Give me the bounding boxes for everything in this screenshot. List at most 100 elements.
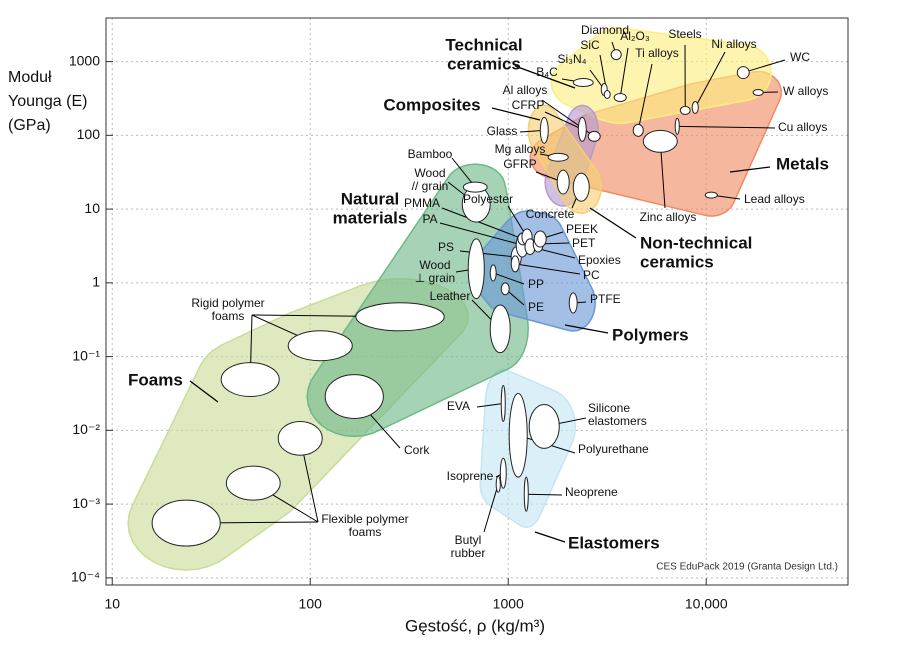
material-label: PEEK [566,222,598,236]
family-label: Technical [445,35,522,54]
material-label: PP [528,277,544,291]
leader-line [439,222,523,246]
material-label: W alloys [783,84,828,98]
material-bubble [277,420,323,456]
material-label: Ni alloys [711,37,756,51]
y-tick-label: 10⁻¹ [72,347,100,363]
material-label: PTFE [590,292,621,306]
material-bubble [324,374,384,419]
material-label: Lead alloys [744,192,805,206]
material-label: PC [583,268,600,282]
y-tick-label: 10 [84,200,100,216]
leader-line [491,107,541,121]
y-axis-title: (GPa) [8,117,51,134]
material-label: Rigid polymer [191,296,264,310]
material-bubble [220,362,280,397]
leader-line [493,272,525,285]
leader-line [476,403,504,408]
material-bubble [467,238,485,300]
material-label: Al alloys [503,83,548,97]
family-label: Composites [383,95,480,114]
material-bubble [489,264,497,282]
material-label: Mg alloys [495,142,546,156]
leader-line [534,531,566,543]
material-bubble [533,230,547,248]
material-bubble [355,302,445,332]
material-bubble [587,130,601,142]
material-label: Polyester [463,192,513,206]
material-label: Concrete [526,207,575,221]
material-bubble [547,152,569,162]
x-tick-label: 1000 [493,596,524,612]
leader-line [677,125,776,129]
credit: CES EduPack 2019 (Granta Design Ltd.) [656,562,838,573]
material-bubble [510,255,520,273]
material-label: Epoxies [578,253,621,267]
material-label: Steels [668,27,701,41]
material-bubble [495,475,501,493]
material-label: PET [572,236,596,250]
x-axis-title: Gęstość, ρ (kg/m³) [405,616,545,635]
material-bubble [500,282,510,296]
material-label: elastomers [588,414,647,428]
material-bubble [674,117,680,135]
material-label: GFRP [503,157,536,171]
y-axis-title: Moduł [8,69,52,86]
material-bubble [500,385,506,422]
leader-line [637,63,653,131]
material-label: Al₂O₃ [620,29,650,43]
material-label: WC [790,50,810,64]
material-label: Leather [430,289,471,303]
y-tick-label: 10⁻² [72,421,100,437]
family-label: ceramics [640,252,714,271]
leader-line [564,324,609,334]
leader-line [589,207,637,239]
material-label: PA [422,212,437,226]
material-bubble [556,169,570,195]
plot-frame [105,17,849,586]
material-label: Cu alloys [778,120,827,134]
material-bubble [151,499,221,547]
material-bubble [287,330,353,362]
leader-line [483,484,499,533]
material-label: Wood [414,166,445,180]
leader-line [743,59,786,74]
x-tick-label: 100 [299,596,323,612]
y-tick-label: 100 [77,126,101,142]
material-bubble [610,49,622,61]
material-label: Polyurethane [578,442,649,456]
material-bubble [691,100,699,114]
material-bubble [577,116,587,142]
material-bubble [572,78,594,88]
leader-line [441,207,524,240]
family-label: Polymers [612,325,689,344]
material-bubble [225,465,281,501]
material-label: rubber [451,546,486,560]
y-tick-label: 1 [92,274,100,290]
material-label: // grain [412,179,449,193]
family-label: Natural [341,189,400,208]
material-bubble [568,292,578,314]
material-bubble [523,476,529,512]
leader-line [526,493,563,496]
family-label: ceramics [447,54,521,73]
material-bubble [704,191,718,199]
x-tick-label: 10 [104,596,120,612]
material-bubble [613,92,627,102]
y-axis-title: Younga (E) [8,93,87,110]
leader-line [514,65,576,89]
material-bubble [508,392,528,478]
material-bubble [489,304,511,354]
y-tick-label: 10⁻³ [72,495,100,511]
material-bubble [736,66,750,80]
family-label: Foams [128,370,183,389]
material-bubble [642,129,678,153]
material-label: Bamboo [408,147,453,161]
material-bubble [572,172,590,202]
x-tick-label: 10,000 [685,596,728,612]
leader-line [189,380,219,403]
material-label: Silicone [588,401,630,415]
material-label: EVA [447,399,470,413]
material-label: Butyl [455,533,482,547]
